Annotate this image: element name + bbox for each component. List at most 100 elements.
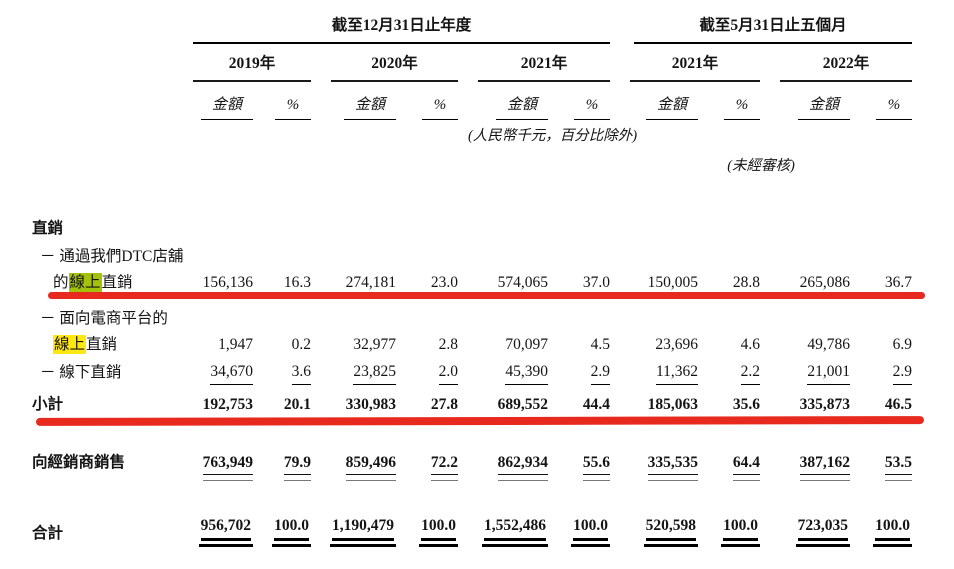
amount-cell: 1,947 <box>218 336 253 353</box>
amount-cell: 156,136 <box>202 274 253 291</box>
amount-cell: 335,535 <box>610 448 699 484</box>
pct-cell: 2.0 <box>396 360 458 390</box>
period-group-five-months-label: 截至5月31日止五個月 <box>699 17 847 34</box>
year-label: 2021年 <box>671 55 719 72</box>
year-label: 2022年 <box>822 55 870 72</box>
amount-cell: 859,496 <box>311 448 396 484</box>
unaudited-note-row: (未經審核) <box>28 150 912 180</box>
empty-cell <box>28 120 193 150</box>
pct-cell: 27.8 <box>430 396 458 413</box>
pct-cell: 64.4 <box>698 448 761 484</box>
highlight-mark-green: 線上 <box>68 273 102 292</box>
pct-cell: 79.9 <box>253 448 311 484</box>
pct-cell: 46.5 <box>884 396 913 413</box>
pct-cell: 6.9 <box>892 336 913 353</box>
pct-cell: 37.0 <box>582 274 611 291</box>
row-label: 向經銷商銷售 <box>32 454 126 471</box>
section-row-direct-sales: 直銷 <box>28 212 912 240</box>
row-dtc-stores-label: － 通過我們DTC店舖 <box>28 240 912 268</box>
period-group-annual: 截至12月31日止年度 <box>193 8 611 44</box>
pct-subheader: % <box>548 82 611 120</box>
amount-subheader: 金額 <box>610 82 699 120</box>
empty-cell <box>28 150 610 180</box>
empty-cell <box>28 82 193 120</box>
amount-subheader: 金額 <box>311 82 396 120</box>
amount-subheader: 金額 <box>760 82 851 120</box>
units-note: (人民幣千元，百分比除外) <box>467 128 638 144</box>
amount-cell: 23,696 <box>655 336 699 353</box>
amount-cell: 763,949 <box>193 448 253 484</box>
period-group-annual-label: 截至12月31日止年度 <box>331 17 472 34</box>
units-note-row: (人民幣千元，百分比除外) <box>28 120 912 150</box>
amount-cell: 689,552 <box>497 396 548 413</box>
year-header-2021-5m: 2021年 <box>610 44 761 82</box>
row-label: 線上直銷 <box>53 335 118 354</box>
pct-cell: 44.4 <box>582 396 611 413</box>
year-header-2020: 2020年 <box>311 44 458 82</box>
year-label: 2020年 <box>371 55 418 72</box>
amount-cell: 49,786 <box>807 336 851 353</box>
pct-cell: 55.6 <box>548 448 611 484</box>
pct-cell: 53.5 <box>850 448 913 484</box>
amount-cell: 185,063 <box>647 396 699 413</box>
pct-cell: 16.3 <box>283 274 311 291</box>
period-group-five-months: 截至5月31日止五個月 <box>610 8 913 44</box>
row-offline-direct-sales: － 線下直銷 34,670 3.6 23,825 2.0 45,390 2.9 … <box>28 360 913 390</box>
pct-cell: 28.8 <box>732 274 761 291</box>
row-ecommerce-online-direct-sales: 線上直銷 1,947 0.2 32,977 2.8 70,097 4.5 23,… <box>28 330 912 360</box>
spacer-row <box>28 180 912 212</box>
pct-cell: 0.2 <box>291 336 311 353</box>
pct-cell: 2.2 <box>698 360 761 390</box>
pct-cell: 20.1 <box>283 396 311 413</box>
pct-cell: 100.0 <box>548 512 611 552</box>
sales-breakdown-table: 截至12月31日止年度 截至5月31日止五個月 2019年 2020年 2021… <box>28 8 913 552</box>
pct-cell: 2.8 <box>438 336 458 353</box>
pct-subheader: % <box>698 82 761 120</box>
row-total: 合計 956,702 100.0 1,190,479 100.0 1,552,4… <box>28 512 913 552</box>
pct-cell: 4.6 <box>740 336 761 353</box>
amount-cell: 330,983 <box>345 396 396 413</box>
amount-cell: 45,390 <box>458 360 548 390</box>
pct-cell: 2.9 <box>850 360 913 390</box>
pct-cell: 4.5 <box>590 336 611 353</box>
annotation-red-underline-top <box>48 292 925 299</box>
year-header-row: 2019年 2020年 2021年 2021年 2022年 <box>28 44 913 82</box>
pct-cell: 72.2 <box>396 448 458 484</box>
row-label: 合計 <box>32 525 64 542</box>
unaudited-note: (未經審核) <box>727 158 795 174</box>
amount-cell: 387,162 <box>760 448 851 484</box>
amount-cell: 1,552,486 <box>458 512 548 552</box>
pct-cell: 100.0 <box>698 512 761 552</box>
year-header-2021: 2021年 <box>458 44 611 82</box>
pct-cell: 100.0 <box>850 512 913 552</box>
pct-cell: 35.6 <box>732 396 761 413</box>
amount-cell: 265,086 <box>799 274 851 291</box>
row-label: 直銷 <box>32 220 64 237</box>
spacer-row <box>28 484 912 512</box>
row-label: － 線下直銷 <box>40 364 122 381</box>
row-label: 的線上直銷 <box>53 273 133 292</box>
amount-cell: 862,934 <box>458 448 548 484</box>
amount-cell: 723,035 <box>760 512 851 552</box>
amount-cell: 956,702 <box>193 512 253 552</box>
period-group-header-row: 截至12月31日止年度 截至5月31日止五個月 <box>28 8 913 44</box>
row-ecommerce-label: － 面向電商平台的 <box>28 298 912 330</box>
amount-cell: 192,753 <box>202 396 253 413</box>
year-header-2022-5m: 2022年 <box>760 44 913 82</box>
spacer-row <box>28 422 912 448</box>
pct-subheader: % <box>850 82 913 120</box>
amount-subheader: 金額 <box>193 82 253 120</box>
amount-cell: 34,670 <box>193 360 253 390</box>
amount-cell: 21,001 <box>760 360 851 390</box>
pct-cell: 36.7 <box>884 274 913 291</box>
pct-cell: 2.9 <box>548 360 611 390</box>
amount-subheader: 金額 <box>458 82 548 120</box>
pct-subheader: % <box>253 82 311 120</box>
pct-cell: 3.6 <box>253 360 311 390</box>
amount-cell: 1,190,479 <box>311 512 396 552</box>
pct-cell: 100.0 <box>253 512 311 552</box>
row-sales-to-distributors: 向經銷商銷售 763,949 79.9 859,496 72.2 862,934… <box>28 448 913 484</box>
row-subtotal: 小計 192,753 20.1 330,983 27.8 689,552 44.… <box>28 390 912 422</box>
amount-cell: 274,181 <box>345 274 396 291</box>
year-label: 2019年 <box>228 55 276 72</box>
